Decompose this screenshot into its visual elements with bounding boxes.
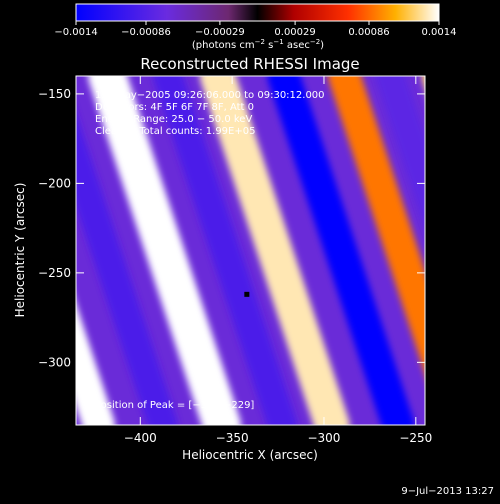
y-tick-label-0: −150 [38,87,71,101]
axis-ticks: −400 −350 −300 −250 −150 −200 −250 −300 [38,76,432,445]
colorbar-frame [75,3,440,22]
x-tick-label-2: −300 [307,431,340,445]
heatmap-band-0 [76,303,115,425]
y-axis-label: Heliocentric Y (arcsec) [13,183,27,318]
x-tick-label-0: −400 [124,431,157,445]
heatmap-band-1 [76,112,178,425]
x-tick-label-3: −250 [399,431,432,445]
colorbar-tick-label-0: −0.0014 [54,27,97,38]
plot-frame [75,75,426,426]
annotation-detectors: Detectors: 4F 5F 6F 7F 8F, Att 0 [95,102,254,113]
peak-marker [244,291,250,297]
heatmap-band-4 [199,76,350,425]
peak-position-text: Position of Peak = [−337,−229] [95,400,254,411]
heatmap-band-2 [88,76,241,425]
heatmap-band-3 [153,76,298,425]
colorbar-unit-label: (photons cm−2 s−1 asec−2) [192,38,324,51]
annotation-time: 15−May−2005 09:26:06.000 to 09:30:12.000 [95,90,325,101]
colorbar-ticks: −0.0014 −0.00086 −0.00029 0.00029 0.00086 0.0… [54,21,457,38]
y-tick-label-1: −200 [38,176,71,190]
heatmap-band-9 [489,76,500,425]
colorbar-tick-label-4: 0.00086 [348,27,389,38]
annotation-block: 15−May−2005 09:26:06.000 to 09:30:12.000… [95,90,325,411]
heatmap-band-5 [267,76,415,425]
x-axis-label: Heliocentric X (arcsec) [182,448,318,462]
chart-title: Reconstructed RHESSI Image [140,55,359,73]
y-tick-label-3: −300 [38,355,71,369]
colorbar-tick-label-1: −0.00086 [121,27,171,38]
colorbar-tick-label-5: 0.0014 [422,27,457,38]
heatmap-band-7 [375,76,425,230]
colorbar-tick-label-3: 0.00029 [274,27,315,38]
footer-date: 9−Jul−2013 13:27 [401,486,494,497]
heatmap-band-6 [328,76,425,374]
x-tick-label-1: −350 [216,431,249,445]
heatmap-bands [76,76,500,425]
colorbar-tick-label-2: −0.00029 [195,27,245,38]
annotation-counts: Clean Total counts: 1.99E+05 [95,126,255,137]
y-tick-label-2: −250 [38,266,71,280]
colorbar [76,4,439,21]
annotation-energy: Energy Range: 25.0 − 50.0 keV [95,114,252,125]
heatmap-band-8 [421,76,425,89]
